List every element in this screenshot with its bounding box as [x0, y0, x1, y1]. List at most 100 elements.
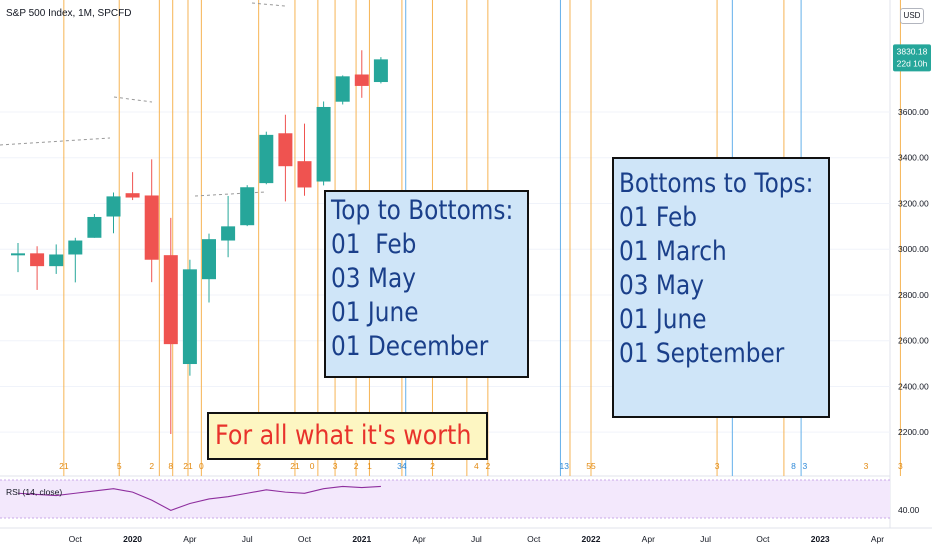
cycle-label: 21 — [290, 461, 300, 471]
cycle-label: 2 — [485, 461, 490, 471]
box-line: Bottoms to Tops: — [619, 168, 814, 199]
cycle-label: 8 — [791, 461, 796, 471]
cycle-label: 21 — [59, 461, 69, 471]
time-tick-label: Oct — [527, 534, 541, 544]
rsi-band — [0, 480, 890, 518]
cycle-label: 4 — [474, 461, 479, 471]
cycle-label: 1 — [367, 461, 372, 471]
candle-body — [297, 161, 312, 188]
candle-body — [373, 59, 388, 83]
cycle-label: 8 — [168, 461, 173, 471]
candle-body — [354, 74, 369, 86]
cycle-label: 2 — [149, 461, 154, 471]
cycle-label: 3 — [333, 461, 338, 471]
footnote-text: For all what it's worth — [215, 420, 472, 451]
time-tick-label: Oct — [298, 534, 312, 544]
candle-body — [11, 253, 25, 256]
time-tick-label: Apr — [871, 534, 884, 544]
cycle-label: 3 — [898, 461, 903, 471]
cycle-label: 0 — [199, 461, 204, 471]
time-tick-label: Jul — [700, 534, 711, 544]
time-tick-label: Jul — [242, 534, 253, 544]
candle-body — [335, 76, 350, 102]
chart-title: S&P 500 Index, 1M, SPCFD — [6, 8, 132, 19]
candle-body — [182, 269, 197, 365]
price-tick-label: 3600.00 — [898, 107, 929, 117]
box-line: 03 May — [331, 263, 416, 294]
candle-body — [202, 239, 216, 280]
last-price-label: 3830.18 — [897, 46, 928, 56]
footnote-box: For all what it's worth — [207, 412, 488, 460]
box-line: 03 May — [619, 270, 704, 301]
countdown-label: 22d 10h — [897, 58, 928, 68]
time-tick-label: Oct — [69, 534, 83, 544]
cycle-labels: 215282102210321342421355383335551313 — [59, 461, 903, 471]
box-line: 01 Feb — [619, 202, 698, 233]
price-tick-label: 3200.00 — [898, 198, 929, 208]
time-tick-label: 2023 — [811, 534, 830, 544]
candle-body — [221, 226, 236, 241]
time-tick-label: Apr — [183, 534, 196, 544]
last-price-badge — [893, 44, 931, 72]
price-tick-label: 3000.00 — [898, 244, 929, 254]
candle-body — [68, 240, 83, 255]
dashed-trendline — [251, 2, 286, 7]
cycle-label: 2 — [430, 461, 435, 471]
time-tick-label: Apr — [642, 534, 655, 544]
box-line: 01 Feb — [331, 229, 417, 260]
price-tick-label: 2800.00 — [898, 290, 929, 300]
box-line: 01 June — [331, 297, 419, 328]
cycle-label: 34 — [397, 461, 407, 471]
candle-body — [144, 195, 159, 260]
price-axis: 3600.00 3400.00 3200.00 3000.00 2800.00 2600.… — [893, 44, 931, 437]
time-tick-label: Apr — [412, 534, 425, 544]
price-tick-label: 3400.00 — [898, 153, 929, 163]
price-tick-label: 2200.00 — [898, 427, 929, 437]
candle-body — [106, 196, 121, 217]
rsi-pane: 40.00 — [0, 479, 920, 519]
cycle-label: 2 — [256, 461, 261, 471]
dashed-trendline — [113, 96, 153, 103]
candle-body — [259, 134, 274, 184]
bottoms-to-tops-box: Bottoms to Tops: 01 Feb 01 March 03 May … — [612, 157, 830, 418]
box-line: 01 December — [331, 331, 489, 362]
box-line: 01 March — [619, 236, 727, 267]
time-tick-label: 2021 — [352, 534, 371, 544]
candle-body — [316, 106, 331, 182]
time-tick-label: 2020 — [123, 534, 142, 544]
tops-to-bottoms-box: Top to Bottoms: 01 Feb 03 May 01 June 01… — [324, 190, 529, 378]
cycle-label: 21 — [183, 461, 193, 471]
rsi-label: RSI (14, close) — [6, 487, 63, 497]
candle-body — [278, 133, 293, 167]
time-tick-label: 2022 — [582, 534, 601, 544]
box-line: 01 June — [619, 304, 707, 335]
candle-body — [240, 187, 255, 226]
cycle-label: 5 — [117, 461, 122, 471]
price-tick-label: 2400.00 — [898, 381, 929, 391]
currency-button[interactable]: USD — [900, 8, 924, 24]
candle-body — [87, 216, 102, 238]
price-tick-label: 2600.00 — [898, 336, 929, 346]
cycle-label: 3 — [715, 461, 720, 471]
box-line: 01 September — [619, 338, 785, 369]
cycle-label: 2 — [354, 461, 359, 471]
time-tick-label: Jul — [471, 534, 482, 544]
dashed-trendline — [194, 191, 266, 197]
dashed-trendlines — [0, 2, 286, 197]
cycle-label: 3 — [864, 461, 869, 471]
cycle-label: 3 — [803, 461, 808, 471]
candle-body — [30, 253, 45, 267]
time-axis: Oct 2020 Apr Jul Oct 2021 Apr Jul Oct 2022 Apr Jul O… — [69, 534, 885, 544]
rsi-line — [17, 485, 381, 511]
candle-body — [125, 193, 140, 198]
cycle-label: 0 — [310, 461, 315, 471]
dashed-trendline — [0, 137, 111, 146]
candle-body — [49, 254, 64, 267]
cycle-label: 55 — [586, 461, 596, 471]
candles — [11, 50, 388, 435]
cycle-label: 13 — [560, 461, 570, 471]
candle-body — [163, 255, 178, 345]
time-tick-label: Oct — [756, 534, 770, 544]
rsi-tick-label: 40.00 — [898, 505, 920, 515]
